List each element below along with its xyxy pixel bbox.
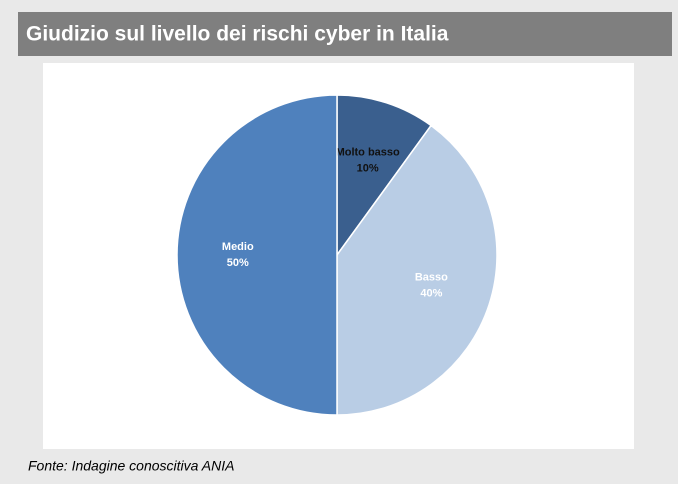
slice-value-label: 50% — [227, 257, 249, 269]
title-bar — [18, 12, 672, 56]
slice-value-label: 40% — [420, 288, 442, 300]
slice-category-label: Basso — [415, 272, 448, 284]
pie: Molto basso 10% Basso 40% Medio 50% — [176, 94, 498, 416]
pie-slice — [336, 124, 498, 416]
slice-category-label: Molto basso — [336, 147, 400, 159]
source-note: Fonte: Indagine conoscitiva ANIA — [28, 458, 235, 474]
pie-slice — [336, 94, 433, 258]
pie-slice — [176, 94, 338, 416]
chart-title: Giudizio sul livello dei rischi cyber in… — [26, 23, 449, 46]
slice-category-label: Medio — [222, 241, 254, 253]
slice-value-label: 10% — [357, 163, 379, 175]
